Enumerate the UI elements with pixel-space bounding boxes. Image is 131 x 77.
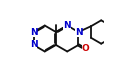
Text: O: O	[82, 44, 90, 53]
Text: N: N	[30, 41, 37, 50]
Text: N: N	[30, 27, 37, 36]
Text: N: N	[63, 21, 71, 30]
Text: N: N	[75, 27, 82, 36]
